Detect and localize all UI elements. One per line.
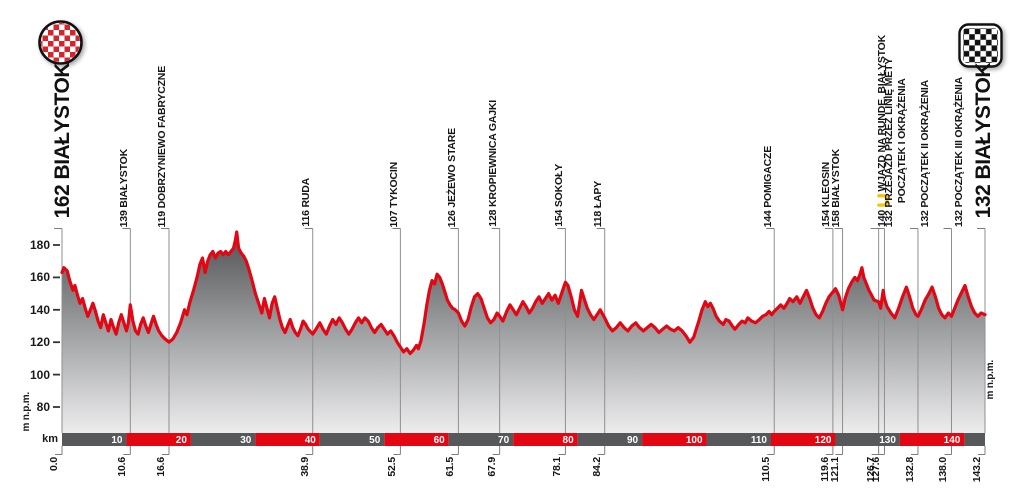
elevation-axis-label: 120: [29, 335, 50, 350]
km-bar-label: 30: [240, 435, 252, 446]
profile-area: [62, 232, 985, 433]
waypoint-label: 132 POCZĄTEK III OKRĄŻENIA: [952, 77, 965, 227]
km-bar-label: 20: [176, 435, 188, 446]
km-bar-segment: [190, 433, 256, 446]
km-tick-label: 132.8: [903, 457, 916, 483]
km-tick-label: 127.6: [870, 457, 883, 483]
waypoint-label-line: POCZĄTEK I OKRĄŻENIA: [896, 78, 909, 203]
km-tick-label: 67.9: [485, 457, 498, 477]
km-bar-label: 130: [879, 435, 896, 446]
km-bar-label: 70: [498, 435, 510, 446]
km-bar-segment: [771, 433, 836, 446]
waypoint-label: 107 TYKOCIN: [387, 161, 400, 228]
km-tick-label: 121.1: [828, 457, 841, 483]
km-bar-label: 60: [434, 435, 446, 446]
elevation-axis-label: 160: [29, 270, 50, 285]
km-bar-segment: [255, 433, 320, 446]
lap-loop-icon: [877, 194, 889, 208]
waypoint-label: 139 BIAŁYSTOK: [117, 148, 130, 227]
waypoint-label: 132 POCZĄTEK II OKRĄŻENIA: [919, 79, 932, 227]
km-tick-label: 61.5: [444, 457, 457, 477]
km-tick-label: 143.2: [971, 457, 983, 483]
km-bar-segment: [62, 433, 127, 446]
km-tick-label: 84.2: [590, 457, 603, 477]
km-bar-segment: [577, 433, 643, 446]
km-tick-label: 16.6: [154, 457, 167, 477]
elevation-axis-label: 180: [29, 238, 50, 252]
km-bar-segment: [384, 433, 449, 446]
waypoint-label: 158 BIAŁYSTOK: [830, 148, 843, 227]
km-tick-label: 110.5: [760, 457, 773, 482]
km-bar-label: 120: [815, 435, 832, 446]
km-tick-label: 78.1: [551, 457, 564, 477]
km-bar-label: 10: [111, 435, 123, 446]
km-tick-label: 38.9: [298, 457, 311, 477]
waypoint-label: 132 PRZEJAZD PRZEZ LINIĘ METY POCZĄTEK I …: [883, 58, 909, 227]
km-tick-label: 138.0: [937, 457, 950, 483]
km-tick-label: 0.0: [48, 457, 60, 471]
km-tick-label: 52.5: [386, 457, 399, 477]
profile-line: [60, 230, 987, 356]
waypoint-label: 154 SOKOŁY: [552, 164, 565, 227]
km-bar-segment: [964, 433, 985, 446]
km-bar-label: 100: [686, 435, 703, 446]
km-bar-segment: [642, 433, 707, 446]
waypoint-label: 126 JEŻEWO STARE: [445, 127, 458, 227]
km-bar-label: 80: [563, 435, 575, 446]
km-bar-label: 40: [305, 435, 317, 446]
waypoint-label: 119 DOBRZYNIEWO FABRYCZNE: [156, 65, 169, 227]
start-checkered-badge-icon: [38, 20, 83, 65]
km-bar-label: 90: [627, 435, 639, 446]
km-bar-segment: [126, 433, 191, 446]
waypoint-label-line: 132 PRZEJAZD PRZEZ LINIĘ METY: [883, 57, 896, 227]
elevation-axis-label: 140: [29, 302, 50, 317]
waypoint-label: 128 KROPIEWNICA GAJKI: [487, 100, 500, 227]
finish-checkered-flag-icon: [958, 23, 1003, 68]
km-bar-segment: [513, 433, 578, 446]
km-axis-label: km: [42, 433, 58, 445]
waypoint-label: 144 POMIGACZE: [761, 145, 774, 227]
km-bar-segment: [899, 433, 965, 446]
km-tick-label: 10.6: [116, 457, 129, 477]
km-bar-label: 140: [944, 435, 961, 446]
km-bar-segment: [319, 433, 385, 446]
km-bar-segment: [448, 433, 514, 446]
km-bar-segment: [706, 433, 772, 446]
elevation-axis-label: 100: [29, 367, 50, 382]
waypoint-label: 116 RUDA: [300, 178, 313, 227]
km-bar-label: 110: [751, 435, 768, 446]
waypoint-label: 140 WJAZD NA RUNDĘ, BIAŁYSTOK: [876, 35, 889, 227]
km-bar-label: 50: [369, 435, 381, 446]
km-bar-segment: [835, 433, 900, 446]
waypoint-label: 118 ŁAPY: [592, 180, 605, 227]
elevation-axis-label: 80: [36, 400, 50, 414]
